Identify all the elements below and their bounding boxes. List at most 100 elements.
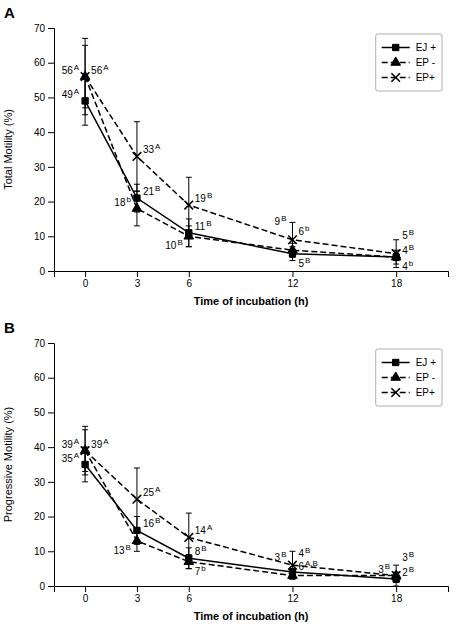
plot-area	[80, 38, 401, 267]
legend-label: EP+	[416, 72, 435, 83]
data-label-letter: A	[155, 142, 161, 151]
y-tick-mark	[48, 202, 54, 203]
y-tick: 30	[34, 162, 54, 173]
x-tick: 6	[187, 271, 193, 289]
data-label-letter: B	[126, 543, 131, 552]
x-tick-label: 6	[187, 278, 193, 289]
data-label-letter: A	[74, 451, 80, 460]
data-label: 4B	[298, 546, 310, 559]
data-label: 7b	[195, 564, 207, 577]
data-label-value: 10	[165, 240, 177, 251]
data-label-letter: A	[207, 523, 213, 532]
y-tick-mark	[48, 447, 54, 448]
data-label-value: 35	[62, 453, 74, 464]
y-tick-label: 70	[34, 23, 46, 34]
data-label-letter: B	[409, 228, 414, 237]
data-label-value: 18	[114, 197, 126, 208]
data-label-letter: B	[201, 544, 206, 553]
x-tick-label: 18	[391, 593, 403, 604]
legend-box	[376, 349, 442, 406]
x-tick-label: 3	[135, 278, 141, 289]
data-label: 9B	[275, 214, 287, 227]
y-tick-mark	[48, 167, 54, 168]
y-tick-label: 20	[34, 511, 46, 522]
x-tick-mark	[396, 271, 397, 277]
data-label: 16B	[143, 516, 160, 529]
data-label-letter: b	[201, 564, 206, 573]
y-tick: 0	[39, 266, 54, 277]
marker	[132, 535, 142, 543]
data-label: 6b	[298, 224, 310, 237]
data-label-value: 3	[275, 552, 281, 563]
data-label-value: 56	[91, 65, 103, 76]
x-tick: 0	[83, 271, 89, 289]
y-tick-mark	[48, 343, 54, 344]
y-tick-label: 0	[39, 581, 45, 592]
x-tick-label: 0	[83, 278, 89, 289]
data-label-value: 19	[195, 193, 207, 204]
chart-svg: 0361218010203040506070Time of incubation…	[0, 0, 462, 630]
legend-marker	[393, 44, 399, 50]
data-label-value: 16	[143, 518, 155, 529]
data-label-value: 14	[195, 525, 207, 536]
data-label: 10B	[165, 238, 182, 251]
series-line	[85, 451, 396, 576]
data-label-letter: A	[74, 437, 80, 446]
marker	[132, 203, 142, 211]
y-axis-line	[48, 344, 55, 587]
legend-marker	[391, 388, 400, 397]
data-label: 8B	[195, 544, 207, 557]
y-tick-label: 70	[34, 338, 46, 349]
y-tick-label: 50	[34, 407, 46, 418]
series-line	[85, 101, 396, 257]
y-tick: 40	[34, 127, 54, 138]
legend-label: EP+	[416, 387, 435, 398]
legend-entry: EP -	[382, 57, 435, 68]
y-tick-mark	[48, 97, 54, 98]
legend-marker	[391, 73, 400, 82]
data-label-value: 56	[62, 65, 74, 76]
marker	[392, 571, 401, 580]
data-label-value: 4	[402, 245, 408, 256]
data-label: 56A	[62, 63, 80, 76]
y-tick: 70	[34, 338, 54, 349]
y-tick-label: 10	[34, 546, 46, 557]
x-axis-line	[55, 587, 449, 593]
data-label-letter: B	[409, 550, 414, 559]
x-tick-label: 3	[135, 593, 141, 604]
y-axis-title: Total Motility (%)	[2, 109, 14, 190]
data-label-value: 11	[195, 221, 206, 232]
data-label: 21B	[143, 184, 160, 197]
y-tick-mark	[48, 236, 54, 237]
legend-marker	[391, 57, 401, 65]
x-tick: 12	[287, 271, 299, 289]
y-axis-title: Progressive Motility (%)	[2, 407, 14, 523]
y-tick: 70	[34, 23, 54, 34]
y-tick-mark	[48, 551, 54, 552]
plot-area	[80, 426, 401, 586]
x-tick: 3	[135, 271, 141, 289]
data-label-letter: B	[155, 184, 160, 193]
series	[80, 426, 401, 579]
y-tick: 50	[34, 92, 54, 103]
legend-entry: EJ +	[382, 357, 436, 368]
y-tick-label: 60	[34, 57, 46, 68]
data-label-value: 5	[402, 230, 408, 241]
data-label-value: 13	[113, 545, 125, 556]
data-label-value: 8	[195, 546, 201, 557]
data-label-value: 6	[298, 226, 304, 237]
x-tick-mark	[85, 586, 86, 592]
panel-title: B	[4, 319, 15, 336]
x-tick-label: 0	[83, 593, 89, 604]
data-label: 5B	[298, 256, 310, 269]
series	[81, 38, 401, 267]
x-tick-mark	[396, 586, 397, 592]
y-tick: 50	[34, 407, 54, 418]
y-tick-label: 10	[34, 231, 46, 242]
x-tick-label: 12	[287, 593, 299, 604]
x-tick: 0	[83, 586, 89, 604]
y-tick-label: 50	[34, 92, 46, 103]
x-axis-title: Time of incubation (h)	[194, 295, 309, 307]
marker	[133, 495, 142, 504]
panel-title: A	[4, 4, 15, 21]
